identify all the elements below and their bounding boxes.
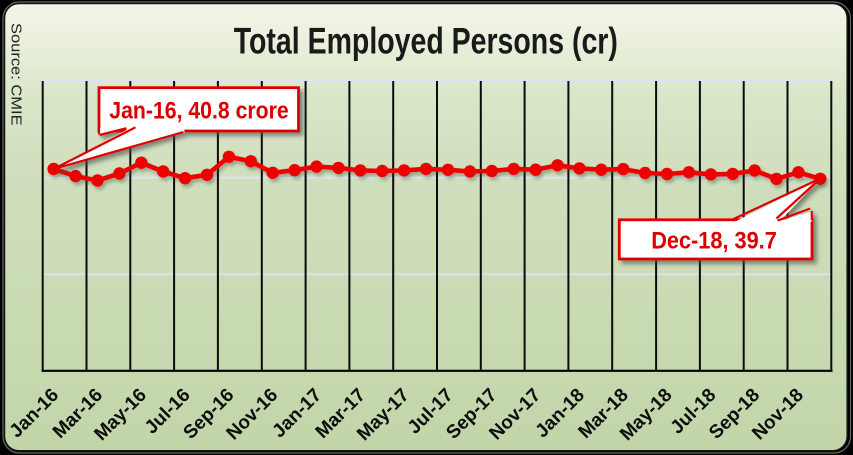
svg-text:Jan-16, 40.8 crore: Jan-16, 40.8 crore bbox=[109, 96, 288, 124]
svg-text:Dec-18, 39.7: Dec-18, 39.7 bbox=[651, 226, 777, 253]
svg-text:Total Employed Persons (cr): Total Employed Persons (cr) bbox=[234, 20, 618, 61]
svg-text:Source: CMIE: Source: CMIE bbox=[8, 23, 24, 126]
